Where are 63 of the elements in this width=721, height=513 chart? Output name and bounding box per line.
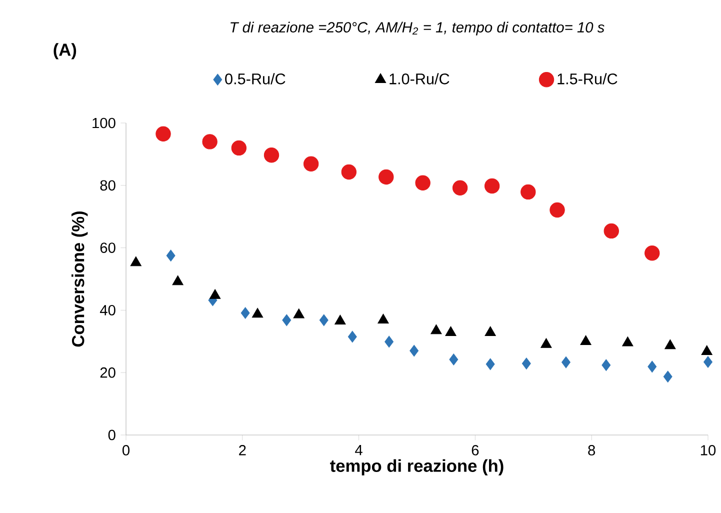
y-tick-label: 40 <box>100 305 116 316</box>
point <box>522 358 531 370</box>
y-axis-title: Conversione (%) <box>72 211 88 347</box>
point <box>704 356 712 368</box>
x-tick-label: 10 <box>700 445 716 456</box>
legend-label: 1.5-Ru/C <box>558 73 618 84</box>
x-tick-label: 2 <box>239 445 246 456</box>
point <box>452 180 468 196</box>
x-tick-label: 4 <box>355 445 362 456</box>
legend-label: 0.5-Ru/C <box>225 73 286 84</box>
point <box>231 140 247 156</box>
point <box>334 314 346 324</box>
x-tick-label: 6 <box>472 445 479 456</box>
point <box>303 156 319 172</box>
point <box>172 275 184 286</box>
point <box>644 245 660 261</box>
point <box>484 326 496 336</box>
point <box>562 356 570 368</box>
point <box>580 335 592 346</box>
point <box>449 354 458 366</box>
point <box>384 336 394 348</box>
point <box>156 126 171 142</box>
point <box>484 178 500 194</box>
legend-label: 1.0-Ru/C <box>390 73 450 84</box>
y-tick-label: 20 <box>100 367 116 378</box>
point <box>415 175 430 190</box>
chart-title: T di reazione =250°C, AM/H$_{2}$ = 1, tempo di contatto= 10 s <box>230 22 604 36</box>
point <box>282 314 292 326</box>
text: (A) <box>54 43 76 60</box>
point <box>341 164 357 180</box>
x-tick-label: 0 <box>122 445 130 456</box>
point <box>166 250 176 262</box>
point <box>520 184 536 200</box>
point <box>410 344 419 357</box>
point <box>663 370 672 383</box>
y-tick-label: 0 <box>108 430 116 440</box>
point <box>240 307 250 319</box>
point <box>252 308 264 318</box>
y-tick-label: 80 <box>100 180 116 191</box>
point <box>604 223 619 239</box>
point <box>622 336 634 346</box>
point <box>486 358 495 370</box>
x-tick-label: 8 <box>588 445 596 456</box>
point <box>130 256 142 266</box>
point <box>348 330 357 343</box>
point <box>209 289 221 299</box>
point <box>264 148 280 163</box>
point <box>648 360 657 373</box>
point <box>664 339 676 350</box>
point <box>430 324 442 334</box>
point <box>701 345 712 356</box>
point <box>540 338 552 348</box>
point <box>550 202 565 218</box>
point <box>445 326 456 336</box>
point <box>202 134 218 150</box>
y-tick-label: 60 <box>100 242 116 253</box>
point <box>293 308 304 318</box>
point <box>602 359 611 371</box>
point <box>378 314 389 324</box>
x-axis-title: tempo di reazione (h) <box>330 459 504 476</box>
point <box>378 169 394 185</box>
y-tick-label: 100 <box>92 118 116 128</box>
point <box>319 314 328 326</box>
